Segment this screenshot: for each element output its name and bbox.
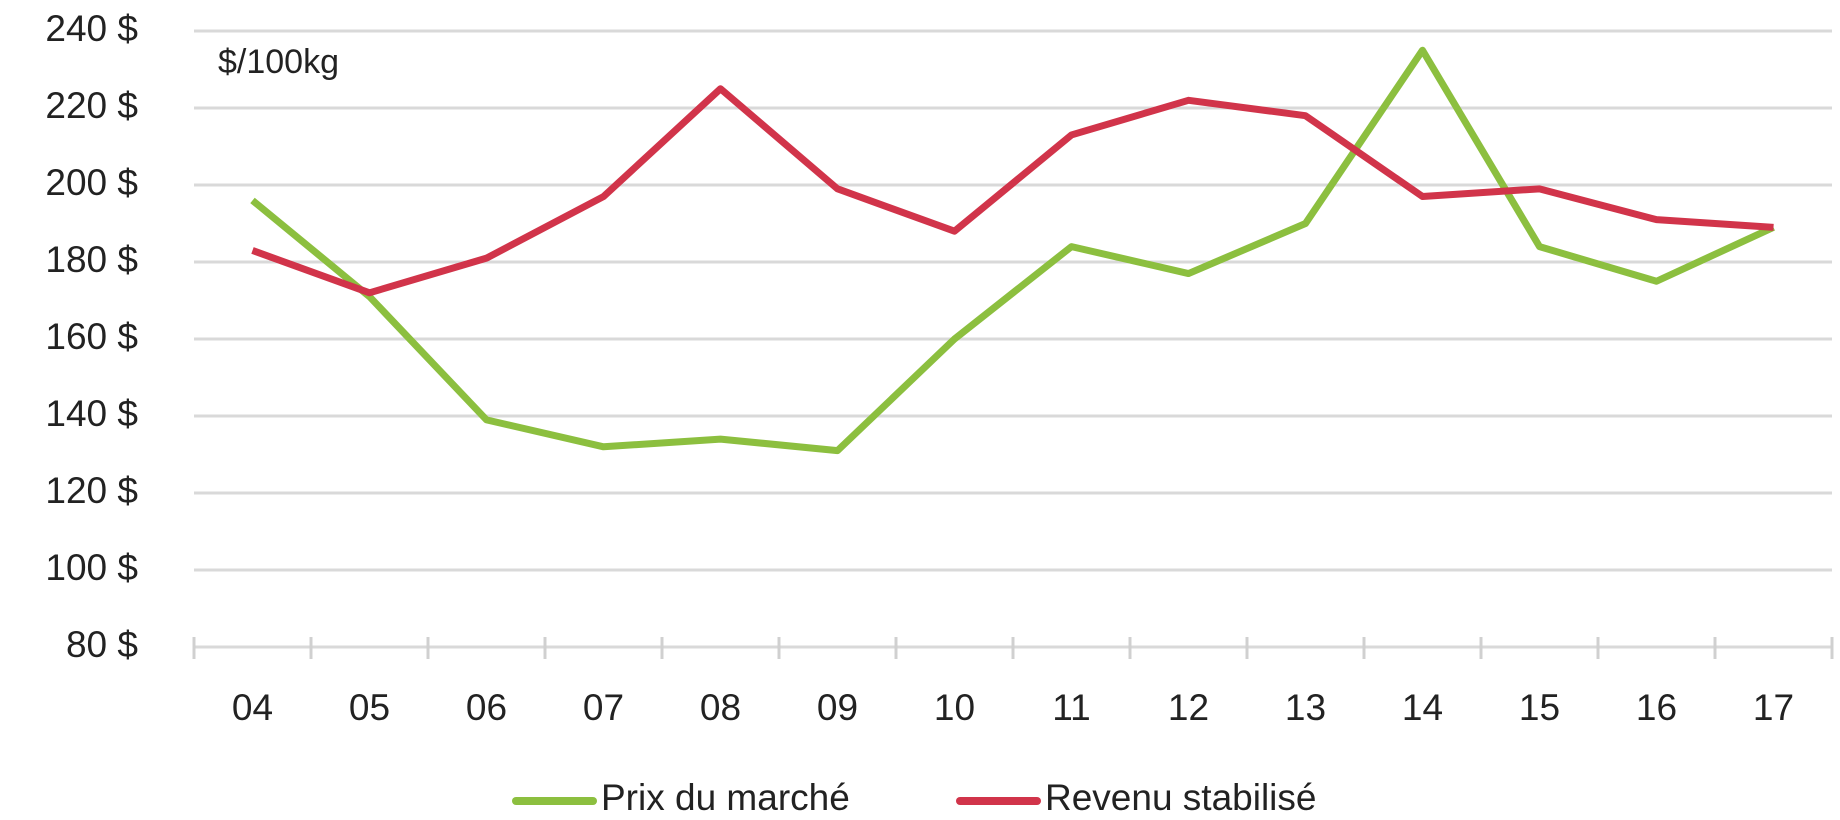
y-tick-label: 200 $ — [45, 162, 138, 203]
x-tick-label: 17 — [1753, 687, 1794, 728]
y-tick-label: 160 $ — [45, 316, 138, 357]
x-tick-label: 13 — [1285, 687, 1326, 728]
x-tick-label: 07 — [583, 687, 624, 728]
x-tick-label: 11 — [1052, 687, 1090, 728]
series-line — [251, 85, 1774, 297]
y-tick-label: 100 $ — [45, 547, 138, 588]
x-tick-label: 09 — [817, 687, 858, 728]
x-tick-label: 10 — [934, 687, 975, 728]
x-tick-label: 04 — [232, 687, 273, 728]
x-tick-label: 06 — [466, 687, 507, 728]
y-tick-label: 120 $ — [45, 470, 138, 511]
y-tick-label: 180 $ — [45, 239, 138, 280]
unit-annotation: $/100kg — [218, 43, 339, 81]
y-tick-label: 140 $ — [45, 393, 138, 434]
x-tick-label: 08 — [700, 687, 741, 728]
x-tick-label: 15 — [1519, 687, 1560, 728]
legend-label: Prix du marché — [601, 777, 850, 818]
series-line — [250, 46, 1775, 455]
y-tick-label: 240 $ — [45, 8, 138, 49]
x-tick-label: 14 — [1402, 687, 1443, 728]
y-tick-label: 80 $ — [66, 624, 138, 665]
x-tick-label: 12 — [1168, 687, 1209, 728]
y-tick-label: 220 $ — [45, 85, 138, 126]
x-tick-label: 05 — [349, 687, 390, 728]
x-tick-label: 16 — [1636, 687, 1677, 728]
legend-label: Revenu stabilisé — [1045, 777, 1316, 818]
